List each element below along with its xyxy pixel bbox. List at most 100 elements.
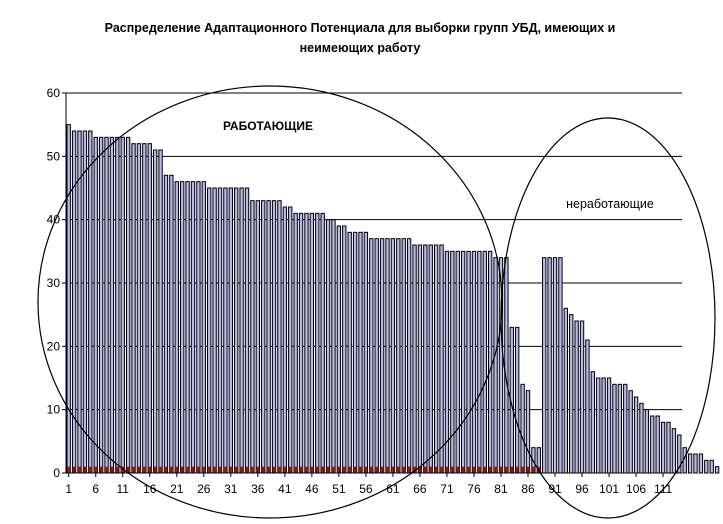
bar bbox=[244, 187, 250, 474]
secondary-bar bbox=[218, 466, 222, 473]
bar bbox=[412, 244, 417, 474]
bar bbox=[190, 181, 196, 474]
bar bbox=[488, 250, 493, 474]
bar bbox=[347, 231, 352, 474]
x-tick-label: 26 bbox=[197, 482, 211, 496]
bar bbox=[417, 244, 423, 474]
secondary-bar bbox=[169, 466, 173, 473]
bar bbox=[261, 200, 266, 474]
bar bbox=[228, 187, 233, 474]
bar bbox=[628, 390, 633, 474]
secondary-bar bbox=[240, 466, 244, 473]
secondary-bar bbox=[213, 466, 217, 473]
secondary-bar bbox=[299, 466, 303, 473]
bar bbox=[282, 206, 288, 474]
bar bbox=[71, 130, 77, 474]
secondary-bar bbox=[267, 466, 271, 473]
secondary-bar bbox=[256, 466, 260, 473]
secondary-bar bbox=[67, 466, 71, 473]
bar bbox=[185, 181, 190, 474]
bar bbox=[104, 136, 109, 474]
bar bbox=[471, 250, 477, 474]
bar bbox=[482, 250, 487, 474]
secondary-bar bbox=[483, 466, 487, 473]
secondary-bar bbox=[99, 466, 103, 473]
bar bbox=[369, 238, 374, 474]
bar bbox=[439, 244, 444, 474]
bar bbox=[98, 136, 104, 474]
bar bbox=[633, 396, 639, 474]
secondary-bar bbox=[461, 466, 465, 473]
secondary-bar bbox=[283, 466, 287, 473]
secondary-bar bbox=[342, 466, 346, 473]
secondary-bar bbox=[456, 466, 460, 473]
secondary-bar bbox=[229, 466, 233, 473]
secondary-bar bbox=[504, 466, 508, 473]
bar bbox=[207, 187, 212, 474]
x-tick-label: 41 bbox=[278, 482, 292, 496]
bar bbox=[520, 383, 525, 474]
x-tick-label: 76 bbox=[467, 482, 481, 496]
secondary-bars bbox=[67, 466, 541, 473]
secondary-bar bbox=[304, 466, 308, 473]
bar bbox=[390, 238, 396, 474]
bar bbox=[217, 187, 223, 474]
bar bbox=[493, 257, 498, 474]
bar bbox=[401, 238, 406, 474]
bar bbox=[569, 314, 574, 474]
secondary-bar bbox=[137, 466, 141, 473]
bar bbox=[115, 136, 120, 474]
bar bbox=[617, 383, 623, 474]
bar bbox=[666, 421, 671, 474]
secondary-bar bbox=[121, 466, 125, 473]
x-tick-label: 106 bbox=[626, 482, 646, 496]
secondary-bar bbox=[450, 466, 454, 473]
secondary-bar bbox=[180, 466, 184, 473]
bar bbox=[358, 231, 363, 474]
secondary-bar bbox=[467, 466, 471, 473]
secondary-bar bbox=[494, 466, 498, 473]
bar bbox=[704, 459, 709, 474]
bar bbox=[174, 181, 179, 474]
y-tick-label: 20 bbox=[47, 339, 61, 353]
working-group-ellipse bbox=[37, 85, 503, 519]
bar bbox=[325, 219, 331, 474]
x-tick-label: 56 bbox=[359, 482, 373, 496]
bar bbox=[223, 187, 228, 474]
bar bbox=[293, 212, 298, 474]
bar bbox=[298, 212, 304, 474]
bar bbox=[250, 200, 255, 474]
bar bbox=[352, 231, 358, 474]
bar bbox=[714, 466, 720, 474]
secondary-bar bbox=[337, 466, 341, 473]
bar bbox=[196, 181, 201, 474]
bar bbox=[563, 307, 569, 474]
bar bbox=[515, 326, 520, 474]
secondary-bar bbox=[196, 466, 200, 473]
bar bbox=[379, 238, 385, 474]
bar bbox=[363, 231, 369, 474]
bar bbox=[255, 200, 260, 474]
bar bbox=[547, 257, 552, 474]
secondary-bar bbox=[429, 466, 433, 473]
bar bbox=[423, 244, 428, 474]
secondary-bar bbox=[315, 466, 319, 473]
bar bbox=[601, 377, 606, 474]
y-tick-label: 30 bbox=[47, 276, 61, 290]
secondary-bar bbox=[445, 466, 449, 473]
x-tick-label: 91 bbox=[548, 482, 562, 496]
bar bbox=[180, 181, 185, 474]
secondary-bar bbox=[353, 466, 357, 473]
secondary-bar bbox=[207, 466, 211, 473]
secondary-bar bbox=[413, 466, 417, 473]
bar bbox=[374, 238, 379, 474]
bar bbox=[120, 136, 125, 474]
secondary-bar bbox=[499, 466, 503, 473]
bar bbox=[455, 250, 460, 474]
bar bbox=[82, 130, 88, 474]
x-tick-label: 31 bbox=[224, 482, 238, 496]
x-tick-label: 96 bbox=[575, 482, 589, 496]
bar bbox=[644, 409, 650, 474]
